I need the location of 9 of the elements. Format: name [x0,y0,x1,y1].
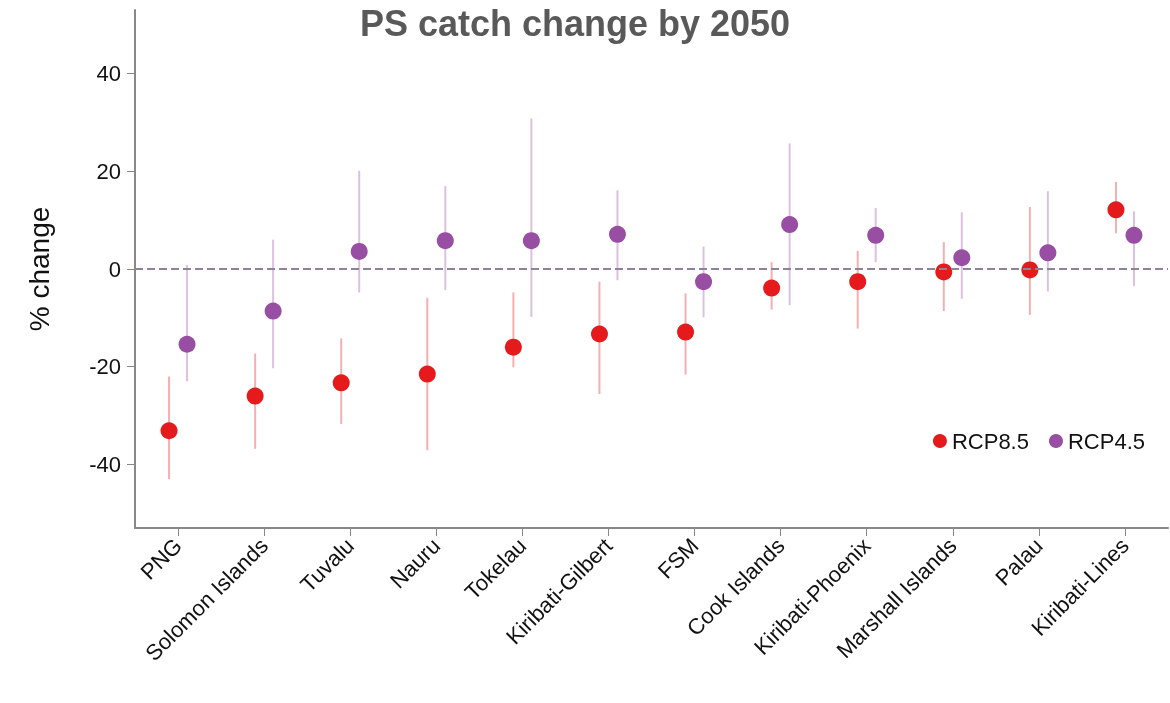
y-tick-label: -40 [89,451,121,477]
chart-title: PS catch change by 2050 [359,2,791,44]
legend-label: RCP8.5 [951,428,1029,454]
y-tick-label: 20 [96,158,121,184]
legend-label: RCP4.5 [1067,428,1146,454]
y-tick-label: 0 [108,256,121,282]
y-tick-label: 40 [96,61,121,87]
y-axis-title: % change [23,206,55,332]
y-tick-label: -20 [89,354,121,380]
